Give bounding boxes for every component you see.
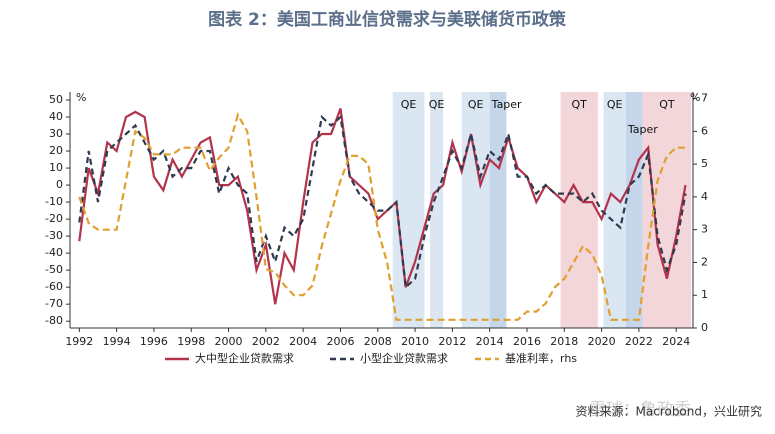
source: 资料来源：Macrobond，兴业研究: [576, 404, 763, 419]
policy-region: [625, 92, 643, 328]
y-tick-label: 40: [49, 110, 63, 123]
y2-tick-label: 2: [701, 255, 708, 268]
region-label: Taper: [627, 123, 658, 136]
series-line: [78, 112, 686, 321]
policy-region: [560, 92, 598, 328]
policy-region: [603, 92, 626, 328]
x-tick-label: 2020: [588, 335, 616, 348]
x-tick-label: 2000: [215, 335, 243, 348]
y-tick-label: -60: [45, 280, 63, 293]
x-tick-label: 1994: [103, 335, 131, 348]
x-tick-label: 2024: [662, 335, 690, 348]
series-line: [78, 114, 687, 290]
region-label: QE: [401, 98, 417, 111]
y-tick-label: -80: [45, 314, 63, 327]
x-tick-label: 1992: [65, 335, 93, 348]
region-label: QE: [429, 98, 445, 111]
chart-title: 图表 2：美国工商业信贷需求与美联储货币政策: [208, 9, 567, 30]
x-tick-label: 1998: [177, 335, 205, 348]
series-line: [78, 108, 687, 305]
region-label: QT: [572, 98, 588, 111]
region-label: Taper: [491, 98, 522, 111]
y-tick-label: 20: [49, 144, 63, 157]
y-tick-label: -20: [45, 212, 63, 225]
y-unit: %: [76, 91, 86, 104]
y-tick-label: 30: [49, 127, 63, 140]
x-tick-label: 2016: [513, 335, 541, 348]
x-tick-label: 2018: [550, 335, 578, 348]
policy-region: [461, 92, 490, 328]
y-tick-label: 0: [56, 178, 63, 191]
x-tick-label: 2008: [364, 335, 392, 348]
y-tick-label: 50: [49, 93, 63, 106]
x-tick-label: 2010: [401, 335, 429, 348]
policy-region: [429, 92, 444, 328]
x-tick-label: 2006: [326, 335, 354, 348]
y2-tick-label: 1: [701, 288, 708, 301]
x-tick-label: 1996: [140, 335, 168, 348]
y-tick-label: -40: [45, 246, 63, 259]
legend-label: 大中型企业贷款需求: [195, 351, 294, 365]
region-label: QE: [607, 98, 623, 111]
y-tick-label: 10: [49, 161, 63, 174]
x-tick-label: 2012: [438, 335, 466, 348]
y2-tick-label: 5: [701, 157, 708, 170]
y2-tick-label: 6: [701, 124, 708, 137]
y-tick-label: -10: [45, 195, 63, 208]
y-tick-label: -30: [45, 229, 63, 242]
x-tick-label: 2004: [289, 335, 317, 348]
watermark: 雪球：鲁政委: [589, 400, 691, 420]
y2-tick-label: 4: [701, 190, 708, 203]
y2-tick-label: 3: [701, 223, 708, 236]
x-tick-label: 2002: [252, 335, 280, 348]
y-tick-label: -50: [45, 263, 63, 276]
region-label: QT: [659, 98, 675, 111]
y2-tick-label: 7: [701, 92, 708, 105]
x-tick-label: 2014: [476, 335, 504, 348]
policy-region: [489, 92, 507, 328]
y2-unit: %: [690, 91, 700, 104]
legend-label: 基准利率，rhs: [505, 351, 577, 365]
region-label: QE: [468, 98, 484, 111]
x-tick-label: 2022: [625, 335, 653, 348]
legend-label: 小型企业贷款需求: [360, 351, 448, 365]
y-tick-label: -70: [45, 297, 63, 310]
y2-tick-label: 0: [701, 321, 708, 334]
